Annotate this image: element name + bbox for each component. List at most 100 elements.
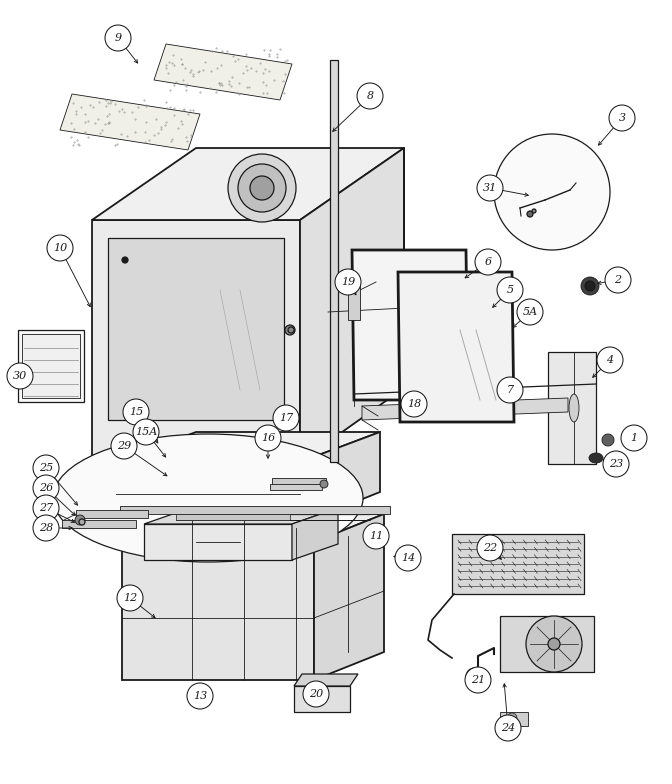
Polygon shape xyxy=(154,44,292,100)
Circle shape xyxy=(465,667,491,693)
Circle shape xyxy=(250,176,274,200)
Circle shape xyxy=(238,164,286,212)
Polygon shape xyxy=(144,508,338,524)
Text: 29: 29 xyxy=(117,441,131,451)
Circle shape xyxy=(585,281,595,291)
Circle shape xyxy=(363,523,389,549)
Polygon shape xyxy=(300,432,380,524)
Polygon shape xyxy=(292,508,338,560)
Polygon shape xyxy=(348,282,360,320)
Circle shape xyxy=(117,585,143,611)
Circle shape xyxy=(33,495,59,521)
Circle shape xyxy=(111,433,137,459)
Circle shape xyxy=(497,377,523,403)
Polygon shape xyxy=(272,478,326,486)
Circle shape xyxy=(507,713,517,723)
Polygon shape xyxy=(500,616,594,672)
Circle shape xyxy=(285,325,295,335)
Polygon shape xyxy=(500,712,528,726)
Text: 31: 31 xyxy=(483,183,497,193)
Text: 10: 10 xyxy=(53,243,67,253)
Circle shape xyxy=(122,442,128,448)
Circle shape xyxy=(477,535,503,561)
Circle shape xyxy=(122,257,128,263)
Text: 18: 18 xyxy=(407,399,421,409)
Circle shape xyxy=(320,480,328,488)
Text: 14: 14 xyxy=(401,553,415,563)
Polygon shape xyxy=(352,250,468,400)
Polygon shape xyxy=(314,514,384,680)
Text: 15: 15 xyxy=(129,407,143,417)
Circle shape xyxy=(288,327,294,333)
Text: 25: 25 xyxy=(39,463,53,473)
Polygon shape xyxy=(108,238,284,420)
Text: 12: 12 xyxy=(123,593,137,603)
Text: 23: 23 xyxy=(609,459,623,469)
Circle shape xyxy=(79,519,85,525)
Text: 26: 26 xyxy=(39,483,53,493)
Text: 19: 19 xyxy=(341,277,355,287)
Polygon shape xyxy=(330,60,338,462)
Text: 30: 30 xyxy=(13,371,27,381)
Polygon shape xyxy=(452,534,584,594)
Ellipse shape xyxy=(589,453,603,463)
Polygon shape xyxy=(548,352,596,464)
Circle shape xyxy=(228,154,296,222)
Circle shape xyxy=(273,405,299,431)
Circle shape xyxy=(494,134,610,250)
Circle shape xyxy=(401,391,427,417)
Circle shape xyxy=(395,545,421,571)
Polygon shape xyxy=(92,148,404,220)
Circle shape xyxy=(303,681,329,707)
Circle shape xyxy=(335,269,361,295)
Ellipse shape xyxy=(53,434,363,562)
Circle shape xyxy=(105,25,131,51)
Circle shape xyxy=(497,277,523,303)
Circle shape xyxy=(33,455,59,481)
Polygon shape xyxy=(120,506,390,514)
Polygon shape xyxy=(270,484,322,490)
Circle shape xyxy=(33,515,59,541)
Polygon shape xyxy=(176,514,370,520)
Polygon shape xyxy=(144,524,292,560)
Polygon shape xyxy=(362,398,568,420)
Text: 15A: 15A xyxy=(135,427,157,437)
Polygon shape xyxy=(294,674,358,686)
Circle shape xyxy=(477,175,503,201)
Text: 4: 4 xyxy=(606,355,614,365)
Text: 1: 1 xyxy=(630,433,638,443)
Text: 2: 2 xyxy=(614,275,622,285)
Circle shape xyxy=(357,83,383,109)
Circle shape xyxy=(517,299,543,325)
Circle shape xyxy=(47,235,73,261)
Text: 5A: 5A xyxy=(522,307,538,317)
Polygon shape xyxy=(62,520,136,528)
Circle shape xyxy=(133,419,159,445)
Polygon shape xyxy=(92,220,300,462)
Bar xyxy=(22,334,80,398)
Circle shape xyxy=(7,363,33,389)
Circle shape xyxy=(466,668,482,684)
Text: 28: 28 xyxy=(39,523,53,533)
Polygon shape xyxy=(60,94,200,150)
Text: 20: 20 xyxy=(309,689,323,699)
Circle shape xyxy=(495,715,521,741)
Polygon shape xyxy=(294,686,350,712)
Polygon shape xyxy=(116,432,380,462)
Circle shape xyxy=(526,616,582,672)
Circle shape xyxy=(532,209,536,213)
Circle shape xyxy=(602,434,614,446)
Circle shape xyxy=(475,249,501,275)
Text: 27: 27 xyxy=(39,503,53,513)
Circle shape xyxy=(255,425,281,451)
Text: 6: 6 xyxy=(485,257,491,267)
Text: 22: 22 xyxy=(483,543,497,553)
Text: 21: 21 xyxy=(471,675,485,685)
Circle shape xyxy=(609,105,635,131)
Polygon shape xyxy=(122,514,384,542)
Polygon shape xyxy=(116,462,300,524)
Text: 17: 17 xyxy=(279,413,293,423)
Bar xyxy=(18,330,84,402)
Circle shape xyxy=(605,267,631,293)
Text: 3: 3 xyxy=(618,113,626,123)
